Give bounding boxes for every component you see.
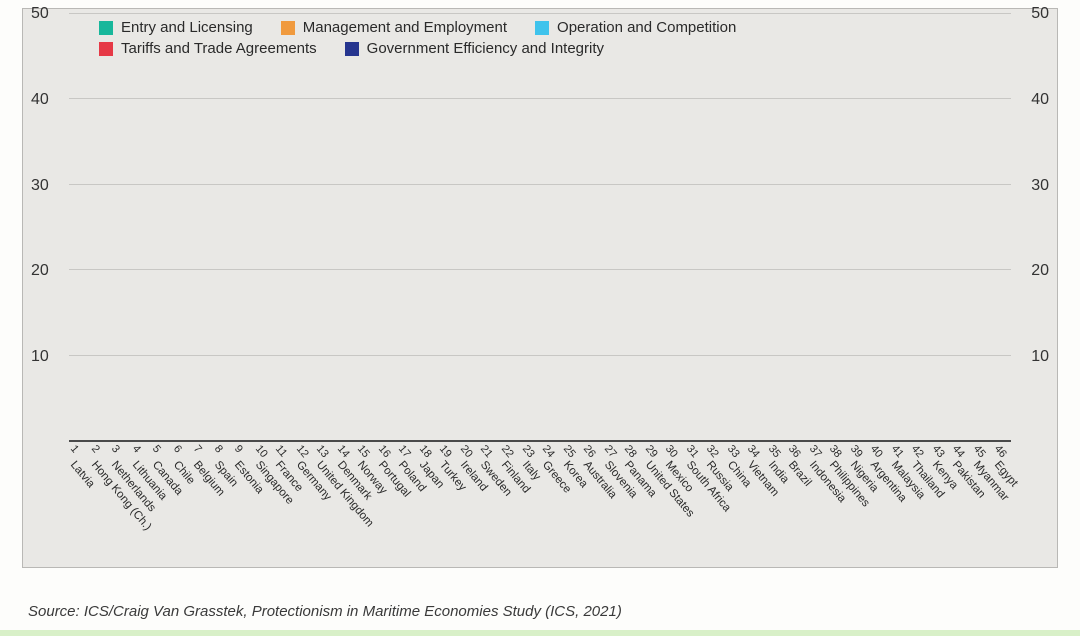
legend-item: Management and Employment	[281, 19, 507, 36]
legend-item: Operation and Competition	[535, 19, 736, 36]
x-tick-number: 41	[889, 443, 906, 460]
y-tick-right: 40	[1031, 91, 1049, 109]
legend-swatch	[345, 42, 359, 56]
x-tick-number: 2	[88, 443, 101, 455]
x-tick-number: 31	[684, 443, 701, 460]
chart-frame: 10 20 30 40 50 10 20 30 40 50 Entry and Licensin…	[22, 8, 1058, 568]
chart-container: 10 20 30 40 50 10 20 30 40 50 Entry and Licensin…	[0, 0, 1080, 636]
x-tick-number: 23	[519, 443, 536, 460]
x-tick-number: 46	[991, 443, 1008, 460]
legend-label: Government Efficiency and Integrity	[367, 40, 604, 57]
y-tick-right: 20	[1031, 262, 1049, 280]
x-tick-number: 43	[930, 443, 947, 460]
bars-group	[69, 14, 1011, 441]
x-tick-number: 24	[540, 443, 557, 460]
legend-swatch	[99, 42, 113, 56]
x-tick-number: 8	[212, 443, 225, 455]
x-tick-number: 14	[335, 443, 352, 460]
x-tick-number: 39	[848, 443, 865, 460]
y-tick-left: 50	[31, 5, 49, 23]
x-tick-number: 16	[376, 443, 393, 460]
x-tick-number: 9	[232, 443, 245, 455]
x-tick-number: 15	[355, 443, 372, 460]
x-tick-number: 7	[191, 443, 204, 455]
x-tick-number: 20	[458, 443, 475, 460]
y-tick-right: 10	[1031, 348, 1049, 366]
x-tick-number: 1	[68, 443, 81, 455]
x-tick-number: 18	[417, 443, 434, 460]
x-tick-number: 32	[704, 443, 721, 460]
legend-swatch	[281, 21, 295, 35]
x-tick-number: 28	[622, 443, 639, 460]
x-tick-number: 29	[642, 443, 659, 460]
legend-label: Tariffs and Trade Agreements	[121, 40, 317, 57]
y-tick-left: 30	[31, 177, 49, 195]
legend-label: Entry and Licensing	[121, 19, 253, 36]
legend-swatch	[535, 21, 549, 35]
x-tick-number: 40	[868, 443, 885, 460]
x-tick-number: 12	[294, 443, 311, 460]
x-tick-number: 42	[909, 443, 926, 460]
x-axis-labels: 1Latvia2Hong Kong (Ch.)3Netherlands4Lith…	[69, 441, 1011, 563]
x-tick-number: 36	[786, 443, 803, 460]
y-tick-left: 40	[31, 91, 49, 109]
legend-label: Management and Employment	[303, 19, 507, 36]
x-tick-number: 19	[437, 443, 454, 460]
legend-item: Entry and Licensing	[99, 19, 253, 36]
footer-strip	[0, 630, 1080, 636]
legend-item: Tariffs and Trade Agreements	[99, 40, 317, 57]
x-tick-number: 33	[725, 443, 742, 460]
plot-area	[69, 14, 1011, 441]
x-tick-number: 30	[663, 443, 680, 460]
x-tick-number: 10	[253, 443, 270, 460]
x-tick-number: 35	[766, 443, 783, 460]
legend-item: Government Efficiency and Integrity	[345, 40, 604, 57]
x-tick-number: 37	[807, 443, 824, 460]
y-tick-left: 10	[31, 348, 49, 366]
x-tick-number: 13	[314, 443, 331, 460]
x-tick-number: 6	[170, 443, 183, 455]
x-tick-number: 44	[950, 443, 967, 460]
source-citation: Source: ICS/Craig Van Grasstek, Protecti…	[28, 603, 622, 620]
x-tick-number: 3	[109, 443, 122, 455]
x-tick-number: 22	[499, 443, 516, 460]
legend: Entry and Licensing Management and Employ…	[99, 19, 939, 57]
x-tick-number: 17	[396, 443, 413, 460]
legend-label: Operation and Competition	[557, 19, 736, 36]
legend-swatch	[99, 21, 113, 35]
y-tick-right: 30	[1031, 177, 1049, 195]
x-tick-number: 21	[478, 443, 495, 460]
x-tick-number: 45	[971, 443, 988, 460]
x-tick-number: 11	[273, 443, 290, 459]
x-tick-number: 5	[150, 443, 163, 455]
x-tick-number: 4	[129, 443, 142, 455]
y-tick-left: 20	[31, 262, 49, 280]
x-tick-number: 38	[827, 443, 844, 460]
x-tick-number: 27	[601, 443, 618, 460]
y-tick-right: 50	[1031, 5, 1049, 23]
x-tick-number: 26	[581, 443, 598, 460]
x-tick-number: 25	[560, 443, 577, 460]
